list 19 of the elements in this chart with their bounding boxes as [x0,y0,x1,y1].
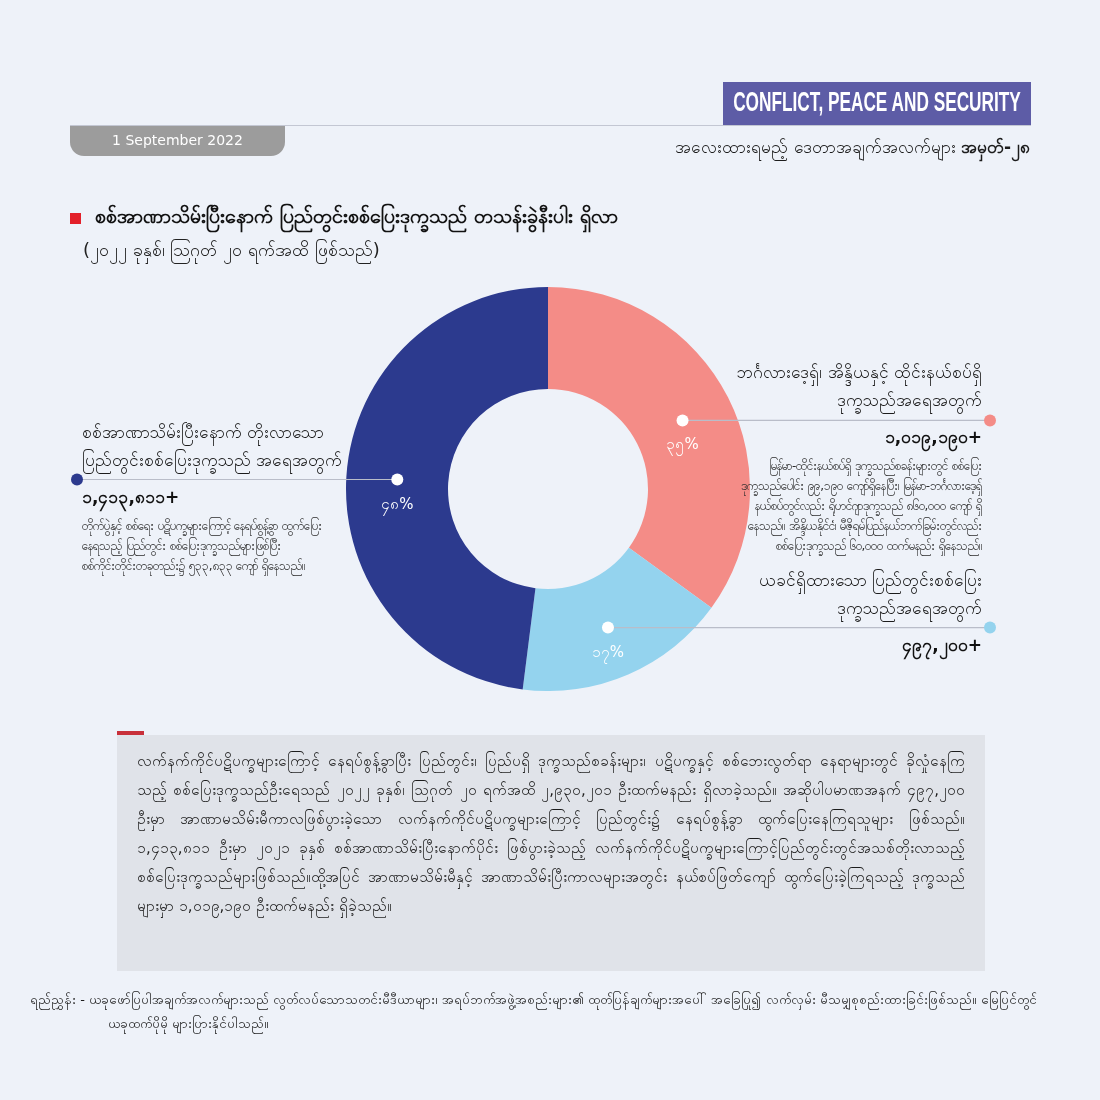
text: ၁,၀၁၉,၁၉၀+ [884,426,982,452]
chart-subtitle: (၂၀၂၂ ခုနှစ်၊ ဩဂုတ် ၂၀ ရက်အထိ ဖြစ်သည်) [83,238,380,265]
text: တိုက်ပွဲနှင့် စစ်ရေး ပဋိပက္ခများကြောင့် နေရပ်စွန့်ခွာ ထွက်ပြေးနေရသည့် ပြည်တွင်း စစ်ပြေးဒုက္ခသည်များဖြစ်ပြီး စစ်ကိုင်းတိုင်းတခုတည်း၌ ၅၃၃,၈၃၃ ကျော် ရှိနေသည်။ [82,516,324,576]
text: ၁,၄၁၃,၈၁၁+ [82,485,180,511]
topic-banner: CONFLICT, PEACE AND SECURITY [723,82,1031,125]
text: ရည်ညွှန်း - ယခုဖော်ပြပါအချက်အလက်များသည် လွတ်လပ်သောသတင်းမီဒီယာများ၊ အရပ်ဘက်အဖွဲ့အစည်းများ၏ ထုတ်ပြန်ချက်များအပေါ် အခြေပြု၍ လက်လှမ်း မီသမျှစုစည်းထားခြင်းဖြစ်သည်။ မြေပြင်တွင် ယခုထက်ပိုမို များပြားနိုင်ပါသည်။ [30,990,1038,1036]
data-label: ၃၅% [666,435,699,457]
data-label: ၄၈% [381,494,414,516]
text: မြန်မာ-ထိုင်းနယ်စပ်ရှိ ဒုက္ခသည်စခန်းများတွင် စစ်ပြေးဒုက္ခသည်ပေါင်း ၉၉,၁၉၀ ကျော်ရှိနေပြီး၊ မြန်မာ-ဘင်္ဂလားဒေ့ရှ်နယ်စပ်တွင်လည်း ရိုဟင်ဂျာဒုက္ခသည် ၈၆၀,၀၀၀ ကျော် ရှိနေသည်။ အိန္ဒိယနိုင်ငံ၊ မီဇိုရမ်ပြည်နယ်ဘက်ခြမ်းတွင်လည်း စစ်ပြေးဒုက္ခသည် ၆၀,၀၀၀ ထက်မနည်း ရှိနေသည်။ [740,457,982,557]
text-panel: လက်နက်ကိုင်ပဋိပက္ခများကြောင့် နေရပ်စွန့်ခွာပြီး ပြည်တွင်း၊ ပြည်ပရှိ ဒုက္ခသည်စခန်းများ၊ ပဋိပက္ခနှင့် စစ်ဘေးလွတ်ရာ နေရာများတွင် ခိုလှုံနေကြသည့် စစ်ပြေးဒုက္ခသည်ဦးရေသည် ၂၀၂၂ ခုနှစ်၊ ဩဂုတ် ၂၀ ရက်အထိ ၂,၉၃၀,၂၀၁ ဦးထက်မနည်း ရှိလာခဲ့သည်။ အဆိုပါပမာဏအနက် ၄၉၇,၂၀၀ ဦးမှာ အာဏာမသိမ်းမီကာလဖြစ်ပွားခဲ့သော လက်နက်ကိုင်ပဋိပက္ခများကြောင့် ပြည်တွင်း၌ နေရပ်စွန့်ခွာ ထွက်ပြေးနေကြရသူများ ဖြစ်သည်။ ၁,၄၁၃,၈၁၁ ဦးမှာ ၂၀၂၁ ခုနှစ် စစ်အာဏာသိမ်းပြီးနောက်ပိုင်း ဖြစ်ပွားခဲ့သည့် လက်နက်ကိုင်ပဋိပက္ခများကြောင့်ပြည်တွင်းတွင်အသစ်တိုးလာသည့်စစ်ပြေးဒုက္ခသည်များဖြစ်သည်။ထို့အပြင် အာဏာမသိမ်းမီနှင့် အာဏာသိမ်းပြီးကာလများအတွင်း နယ်စပ်ဖြတ်ကျော် ထွက်ပြေးခဲ့ကြရသည့် ဒုက္ခသည်များမှာ ၁,၀၁၉,၁၉၀ ဦးထက်မနည်း ရှိခဲ့သည်။ [117,735,985,971]
text: ၄၉၇,၂၀၀+ [902,633,982,659]
chart-title: စစ်အာဏာသိမ်းပြီးနောက် ပြည်တွင်းစစ်ပြေးဒုက္ခသည် တသန်းခွဲနီးပါး ရှိလာ [95,203,618,233]
donut-slice [346,287,548,690]
slice-label: ယခင်ရှိထားသော ပြည်တွင်းစစ်ပြေးဒုက္ခသည်အရေအတွက် [757,568,982,622]
donut-slice [522,547,712,691]
slice-label: စစ်အာဏာသိမ်းပြီးနောက် တိုးလာသော ပြည်တွင်းစစ်ပြေးဒုက္ခသည် အရေအတွက် [82,420,344,474]
data-label: ၁၇% [591,642,625,664]
slice-label: ဘင်္ဂလားဒေ့ရှ်၊ အိန္ဒိယနှင့် ထိုင်းနယ်စပ်ရှိ ဒုက္ခသည်အရေအတွက် [736,361,982,415]
date-tab: 1 September 2022 [70,126,285,156]
